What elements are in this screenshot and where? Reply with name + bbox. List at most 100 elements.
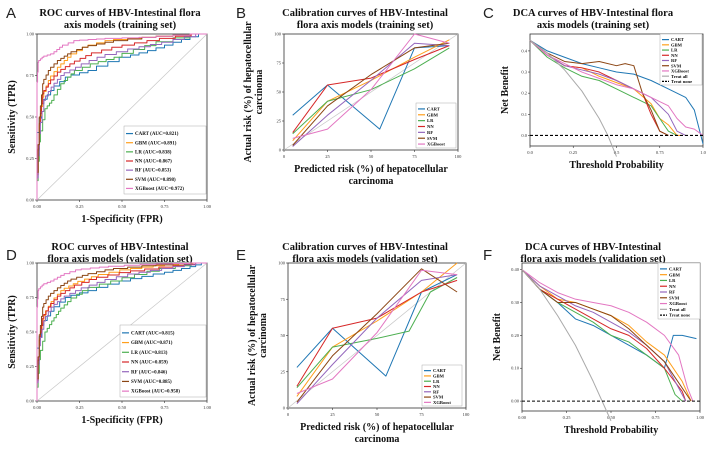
y-tick-label: 0.50 [26, 115, 35, 120]
y-tick-label: 0.00 [511, 399, 520, 404]
y-tick-label: 0.25 [26, 156, 35, 161]
legend-entry: LR [671, 48, 678, 53]
x-tick-label: 0.00 [33, 204, 42, 209]
legend-entry: SVM [669, 295, 680, 300]
y-axis-label: Sensitivity (TPR) [7, 80, 18, 154]
chart-title: flora axis models (validation set) [47, 254, 193, 265]
series-line-svm [529, 39, 669, 136]
y-tick-label: 100 [278, 261, 286, 266]
x-tick-label: 1.00 [203, 405, 212, 410]
y-tick-label: 0.2 [521, 91, 527, 96]
x-axis-label: 1-Specificity (FPR) [81, 415, 162, 426]
legend-entry: SVM [433, 395, 444, 400]
chart-title: flora axis models (validation set) [292, 254, 438, 265]
legend-entry: SVM (AUC=0.898) [135, 178, 176, 183]
legend-entry: NN (AUC=0.867) [135, 160, 172, 165]
series-line-svm [292, 42, 450, 146]
series-line-svm [521, 269, 692, 402]
series-line-svm [36, 33, 207, 200]
y-tick-label: 0.75 [26, 295, 35, 300]
legend-entry: Treat none [671, 79, 692, 84]
legend-entry: LR (AUC=0.838) [135, 150, 172, 155]
y-tick-label: 0.25 [26, 364, 35, 369]
y-tick-label: 100 [274, 32, 282, 37]
legend-entry: LR [427, 118, 434, 123]
y-tick-label: 25 [281, 369, 286, 374]
y-tick-label: 75 [277, 61, 282, 66]
panel-letter: E [236, 247, 246, 264]
y-tick-label: 0.50 [26, 330, 35, 335]
legend-entry: GBM [669, 272, 681, 277]
panel-letter: F [483, 247, 492, 264]
legend-entry: CART [427, 107, 440, 112]
legend-entry: RF [427, 130, 433, 135]
legend-entry: CART (AUC=0.815) [131, 331, 175, 336]
x-tick-label: 0.75 [161, 204, 170, 209]
series-line-lr [36, 33, 207, 200]
x-tick-label: 0.75 [652, 415, 661, 420]
y-axis-label: Net Benefit [492, 312, 503, 361]
legend-entry: Treat all [671, 74, 688, 79]
series-line-xgboost [36, 262, 207, 401]
x-tick-label: 75 [419, 412, 424, 417]
series-line-cart [292, 45, 450, 130]
panel-letter: B [236, 5, 246, 22]
x-tick-label: 0.50 [607, 415, 616, 420]
x-axis-label: Predicted risk (%) of hepatocellular [294, 164, 448, 175]
legend-entry: XGBoost (AUC=0.958) [131, 390, 180, 395]
legend-entry: NN [671, 53, 678, 58]
legend-entry: XGBoost [433, 400, 451, 405]
y-tick-label: 1.00 [26, 32, 35, 37]
reference-diagonal [36, 33, 208, 201]
x-tick-label: 0.00 [33, 405, 42, 410]
x-tick-label: 0.5 [614, 150, 620, 155]
legend-entry: XGBoost [427, 142, 445, 147]
series-line-rf [292, 42, 450, 147]
series-line-xgboost [296, 269, 458, 394]
x-tick-label: 0.25 [76, 204, 85, 209]
series-line-xgboost [36, 33, 207, 200]
legend-box [123, 125, 207, 195]
chart-title: flora axis models (validation set) [520, 254, 666, 265]
legend-entry: CART [671, 37, 684, 42]
legend-entry: GBM (AUC=0.871) [131, 341, 173, 346]
y-tick-label: 0 [279, 148, 282, 153]
y-tick-label: 75 [281, 297, 286, 302]
chart-title: ROC curves of HBV-Intestinal [51, 242, 188, 253]
x-tick-label: 0.00 [518, 415, 527, 420]
x-tick-label: 50 [375, 412, 380, 417]
panel-letter: C [483, 5, 494, 22]
legend-entry: GBM [671, 42, 683, 47]
series-line-svm [36, 262, 207, 401]
panel-E: E Calibration curves of HBV-Intestinalflo… [236, 242, 471, 445]
legend-entry: RF (AUC=0.846) [131, 370, 167, 375]
legend-entry: NN [669, 284, 676, 289]
x-axis-label: 1-Specificity (FPR) [81, 214, 162, 225]
legend-entry: LR [669, 278, 676, 283]
series-line-xgboost [529, 39, 704, 136]
x-tick-label: 75 [412, 154, 417, 159]
y-axis-label: Actual risk (%) of hepatocellular [243, 21, 254, 163]
series-line-xgboost [292, 33, 450, 139]
x-axis-label: Threshold Probability [569, 160, 663, 171]
legend-entry: RF [433, 389, 439, 394]
x-tick-label: 0.25 [563, 415, 572, 420]
series-line-rf [529, 39, 686, 136]
legend-entry: Treat all [669, 307, 686, 312]
panel-letter: A [6, 5, 16, 22]
x-tick-label: 50 [369, 154, 374, 159]
x-tick-label: 0 [287, 412, 290, 417]
y-tick-label: 0.00 [26, 198, 35, 203]
series-line-rf [296, 274, 458, 404]
y-tick-label: 0.20 [511, 333, 520, 338]
chart-title: axis models (training set) [64, 20, 177, 31]
chart-title: axis models (training set) [537, 20, 650, 31]
x-tick-label: 100 [463, 412, 471, 417]
x-tick-label: 0.25 [76, 405, 85, 410]
x-tick-label: 100 [455, 154, 463, 159]
